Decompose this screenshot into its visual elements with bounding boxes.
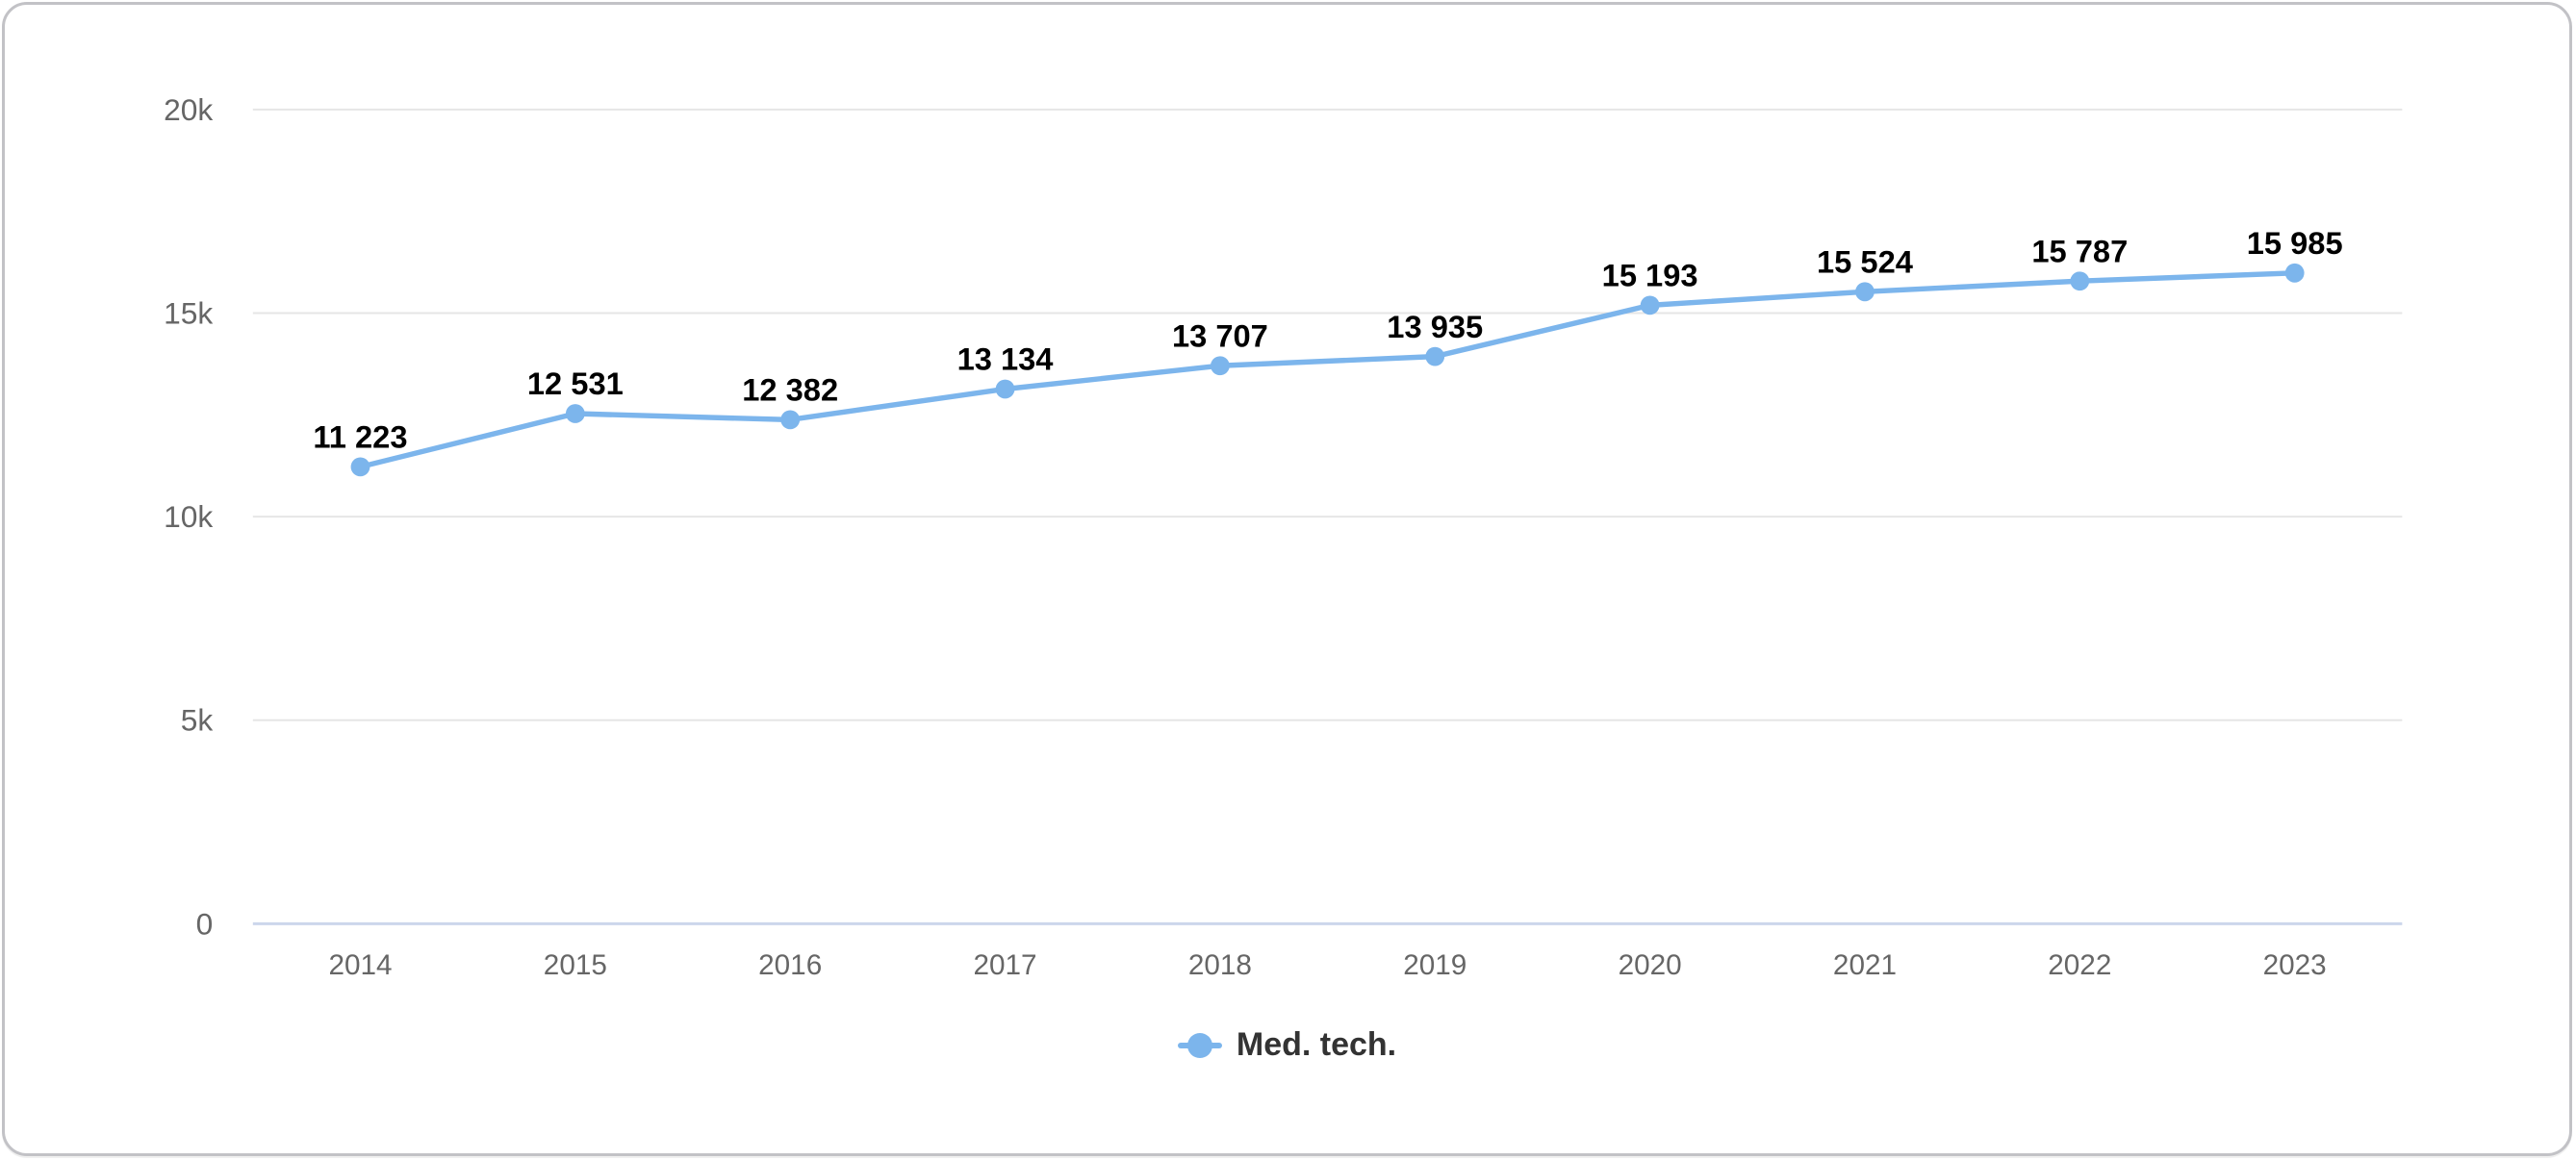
x-axis-tick-label: 2020 bbox=[1619, 949, 1682, 981]
data-point-label-2015: 12 531 bbox=[527, 366, 624, 401]
data-point-marker-2016[interactable] bbox=[780, 410, 801, 430]
data-point-label-2020: 15 193 bbox=[1602, 258, 1698, 293]
data-point-label-2014: 11 223 bbox=[313, 419, 407, 455]
data-point-label-2017: 13 134 bbox=[957, 341, 1054, 377]
data-point-label-2022: 15 787 bbox=[2031, 233, 2128, 268]
legend-series-marker-icon[interactable] bbox=[1177, 1031, 1222, 1060]
x-axis-tick-label: 2018 bbox=[1188, 949, 1252, 981]
data-point-label-2021: 15 524 bbox=[1817, 244, 1913, 280]
data-point-label-2018: 13 707 bbox=[1172, 317, 1268, 353]
x-axis-tick-label: 2023 bbox=[2263, 949, 2327, 981]
y-axis-tick-label: 5k bbox=[181, 703, 214, 738]
series-line bbox=[357, 270, 2298, 470]
legend-dot-icon bbox=[1186, 1032, 1212, 1058]
y-axis-tick-label: 10k bbox=[164, 499, 213, 534]
x-axis-tick-label: 2022 bbox=[2048, 949, 2111, 981]
x-axis-tick-label: 2017 bbox=[974, 949, 1037, 981]
data-point-label-2016: 12 382 bbox=[742, 372, 838, 408]
y-axis-tick-label: 20k bbox=[164, 92, 213, 127]
data-point-marker-2018[interactable] bbox=[1210, 356, 1230, 376]
data-point-marker-2015[interactable] bbox=[565, 404, 585, 423]
y-axis-tick-label: 0 bbox=[196, 906, 214, 941]
x-axis-tick-label: 2014 bbox=[328, 949, 392, 981]
data-point-marker-2014[interactable] bbox=[350, 457, 370, 477]
x-axis-tick-label: 2021 bbox=[1833, 949, 1897, 981]
x-axis-tick-label: 2019 bbox=[1403, 949, 1467, 981]
data-point-marker-2022[interactable] bbox=[2070, 271, 2090, 291]
line-chart: 0 5k 10k 15k 20k 2014 2015 2016 2017 2018 2019 2020… bbox=[164, 92, 2403, 981]
data-point-label-2019: 13 935 bbox=[1387, 309, 1483, 344]
data-point-marker-2017[interactable] bbox=[995, 379, 1015, 399]
data-point-marker-2019[interactable] bbox=[1425, 346, 1445, 366]
x-axis-tick-label: 2015 bbox=[544, 949, 607, 981]
y-axis-tick-label: 15k bbox=[164, 295, 213, 330]
data-point-marker-2023[interactable] bbox=[2284, 263, 2305, 283]
legend-series-label[interactable]: Med. tech. bbox=[1236, 1026, 1397, 1063]
data-point-label-2023: 15 985 bbox=[2247, 225, 2343, 261]
data-point-marker-2020[interactable] bbox=[1640, 295, 1660, 315]
chart-legend: Med. tech. bbox=[5, 1026, 2569, 1064]
x-axis-tick-label: 2016 bbox=[758, 949, 822, 981]
data-point-marker-2021[interactable] bbox=[1855, 282, 1875, 302]
